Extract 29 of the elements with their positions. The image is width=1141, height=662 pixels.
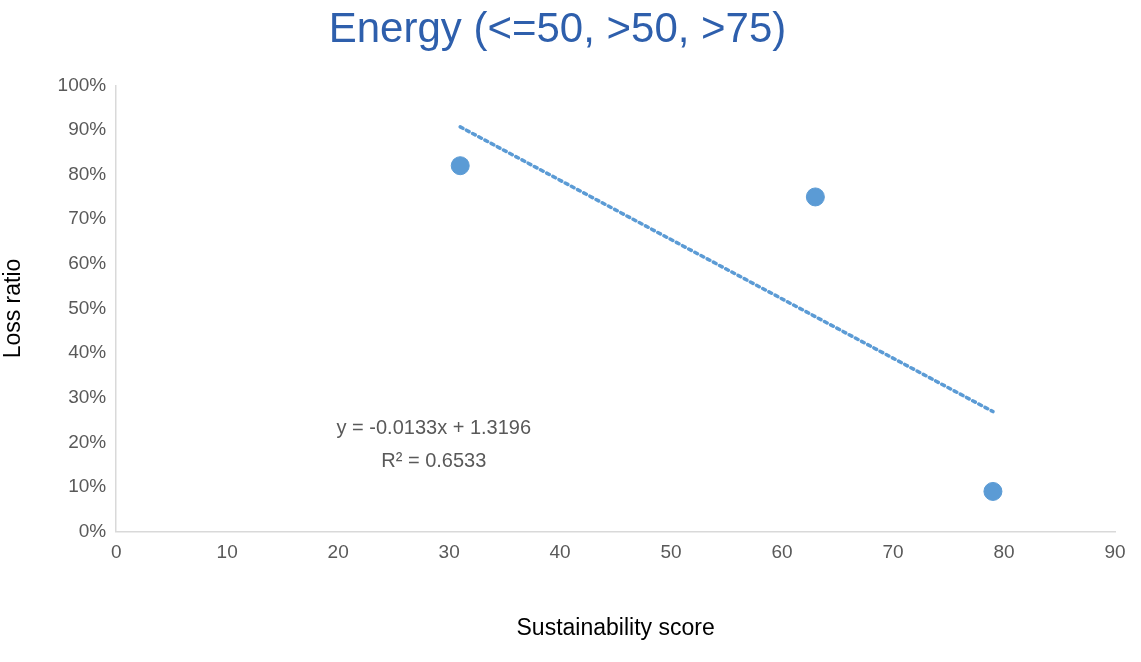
y-tick-label: 50% bbox=[68, 296, 107, 318]
chart-title: Energy (<=50, >50, >75) bbox=[328, 3, 787, 51]
y-tick-label: 30% bbox=[68, 385, 107, 407]
annotation: y = -0.0133x + 1.3196 bbox=[336, 416, 532, 439]
x-tick-label: 90 bbox=[1104, 541, 1126, 563]
y-tick-label: 100% bbox=[57, 73, 107, 95]
x-tick-label: 80 bbox=[993, 541, 1015, 563]
x-tick-label: 0 bbox=[110, 541, 122, 563]
y-tick-label: 80% bbox=[68, 162, 107, 184]
y-tick-label: 60% bbox=[68, 252, 107, 274]
y-axis-title: Loss ratio bbox=[0, 258, 26, 359]
x-tick-label: 50 bbox=[660, 541, 682, 563]
annotation: R² = 0.6533 bbox=[381, 449, 487, 472]
x-tick-label: 30 bbox=[438, 541, 460, 563]
x-tick-label: 10 bbox=[216, 541, 238, 563]
y-tick-label: 10% bbox=[68, 475, 107, 497]
x-tick-label: 70 bbox=[882, 541, 904, 563]
x-axis-title: Sustainability score bbox=[516, 613, 715, 640]
point bbox=[805, 187, 825, 207]
x-tick-label: 60 bbox=[771, 541, 793, 563]
y-tick-label: 70% bbox=[68, 207, 107, 229]
x-tick-label: 20 bbox=[327, 541, 349, 563]
point bbox=[450, 156, 470, 176]
y-tick-label: 40% bbox=[68, 341, 107, 363]
y-tick-label: 0% bbox=[78, 519, 107, 541]
point bbox=[983, 481, 1003, 501]
y-tick-label: 20% bbox=[68, 430, 107, 452]
x-tick-label: 40 bbox=[549, 541, 571, 563]
y-tick-label: 90% bbox=[68, 118, 107, 140]
